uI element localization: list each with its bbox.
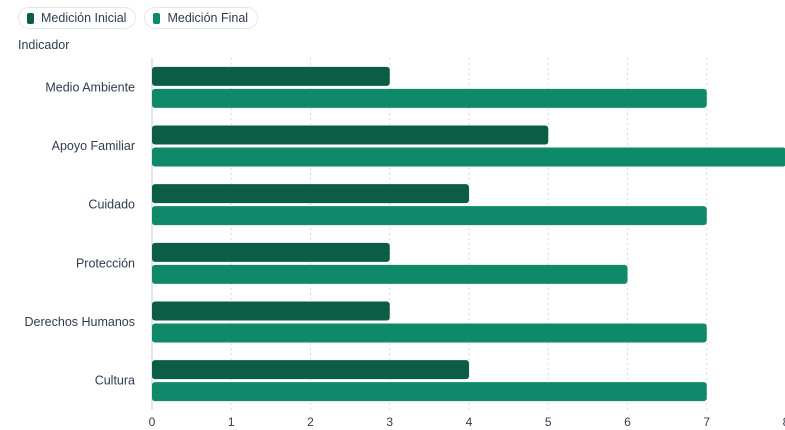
bar-final	[152, 147, 785, 167]
x-tick-label: 1	[228, 415, 235, 429]
category-label: Cuidado	[88, 198, 135, 212]
category-label: Apoyo Familiar	[52, 139, 135, 153]
legend-swatch-final	[153, 12, 161, 24]
x-tick-label: 8	[783, 415, 785, 429]
bar-inicial	[152, 360, 469, 380]
bar-inicial	[152, 184, 469, 204]
bar-inicial	[152, 66, 390, 86]
legend: Medición Inicial Medición Final	[18, 7, 259, 29]
bar-final	[152, 382, 707, 402]
bar-inicial	[152, 301, 390, 321]
category-label: Derechos Humanos	[25, 315, 135, 329]
category-label: Cultura	[95, 374, 135, 388]
y-axis-title: Indicador	[18, 38, 70, 52]
legend-item-medicion-inicial[interactable]: Medición Inicial	[18, 7, 137, 29]
x-tick-label: 0	[149, 415, 156, 429]
legend-label-inicial: Medición Inicial	[41, 11, 127, 25]
bar-final	[152, 206, 707, 226]
x-tick-label: 3	[386, 415, 393, 429]
x-tick-label: 7	[703, 415, 710, 429]
bar-final	[152, 323, 707, 343]
bar-inicial	[152, 242, 390, 262]
bar-inicial	[152, 125, 549, 145]
legend-swatch-inicial	[27, 12, 34, 24]
bar-final	[152, 88, 707, 108]
bar-final	[152, 264, 628, 284]
x-tick-label: 6	[624, 415, 631, 429]
legend-label-final: Medición Final	[167, 11, 249, 25]
category-label: Medio Ambiente	[45, 80, 135, 94]
x-tick-label: 2	[307, 415, 314, 429]
x-tick-label: 4	[466, 415, 473, 429]
legend-item-medicion-final[interactable]: Medición Final	[144, 7, 259, 29]
category-label: Protección	[76, 256, 135, 270]
x-tick-label: 5	[545, 415, 552, 429]
